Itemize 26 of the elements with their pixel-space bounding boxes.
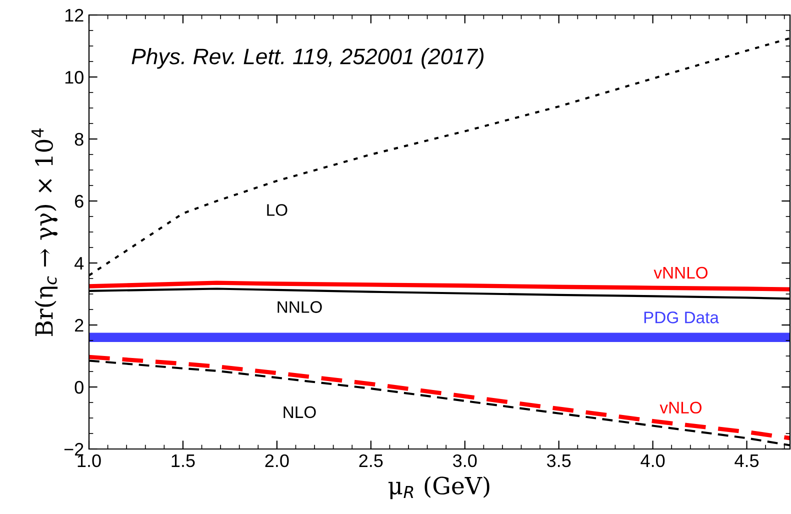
y-tick-label: 10 xyxy=(65,70,84,84)
y-tick-label: 8 xyxy=(74,132,84,146)
series-label: LO xyxy=(267,204,288,216)
x-axis-title: μ$_{R}$ (GeV) xyxy=(388,476,490,500)
y-tick-label: 4 xyxy=(74,257,84,270)
annotation: Phys. Rev. Lett. 119, 252001 (2017) xyxy=(132,48,484,69)
x-tick-label: 4.5 xyxy=(734,454,759,468)
x-tick-label: 1.5 xyxy=(172,454,195,468)
x-tick-label: 2.5 xyxy=(359,454,383,468)
x-tick-label: 4.0 xyxy=(640,454,665,468)
series-label: NNLO xyxy=(278,301,322,313)
series-label: NLO xyxy=(284,406,316,418)
y-tick-label: 6 xyxy=(75,194,84,208)
line-series xyxy=(89,280,790,292)
band-label: PDG Data xyxy=(644,312,719,324)
x-tick-label: 3.5 xyxy=(546,454,571,468)
x-tick-label: 3.0 xyxy=(453,454,477,468)
series-label: vNNLO xyxy=(654,266,708,279)
y-tick-label: −2 xyxy=(64,442,84,456)
y-tick-label: 2 xyxy=(75,318,84,332)
x-tick-label: 2.0 xyxy=(265,454,289,468)
series-label: vNLO xyxy=(660,402,702,414)
y-tick-label: 0 xyxy=(74,380,84,394)
x-tick-label: 1.0 xyxy=(78,454,101,468)
y-tick-label: 12 xyxy=(65,8,84,22)
y-axis-title: Br(η$_{c}$ → γγ) × 10$^{4}$ xyxy=(32,128,58,336)
